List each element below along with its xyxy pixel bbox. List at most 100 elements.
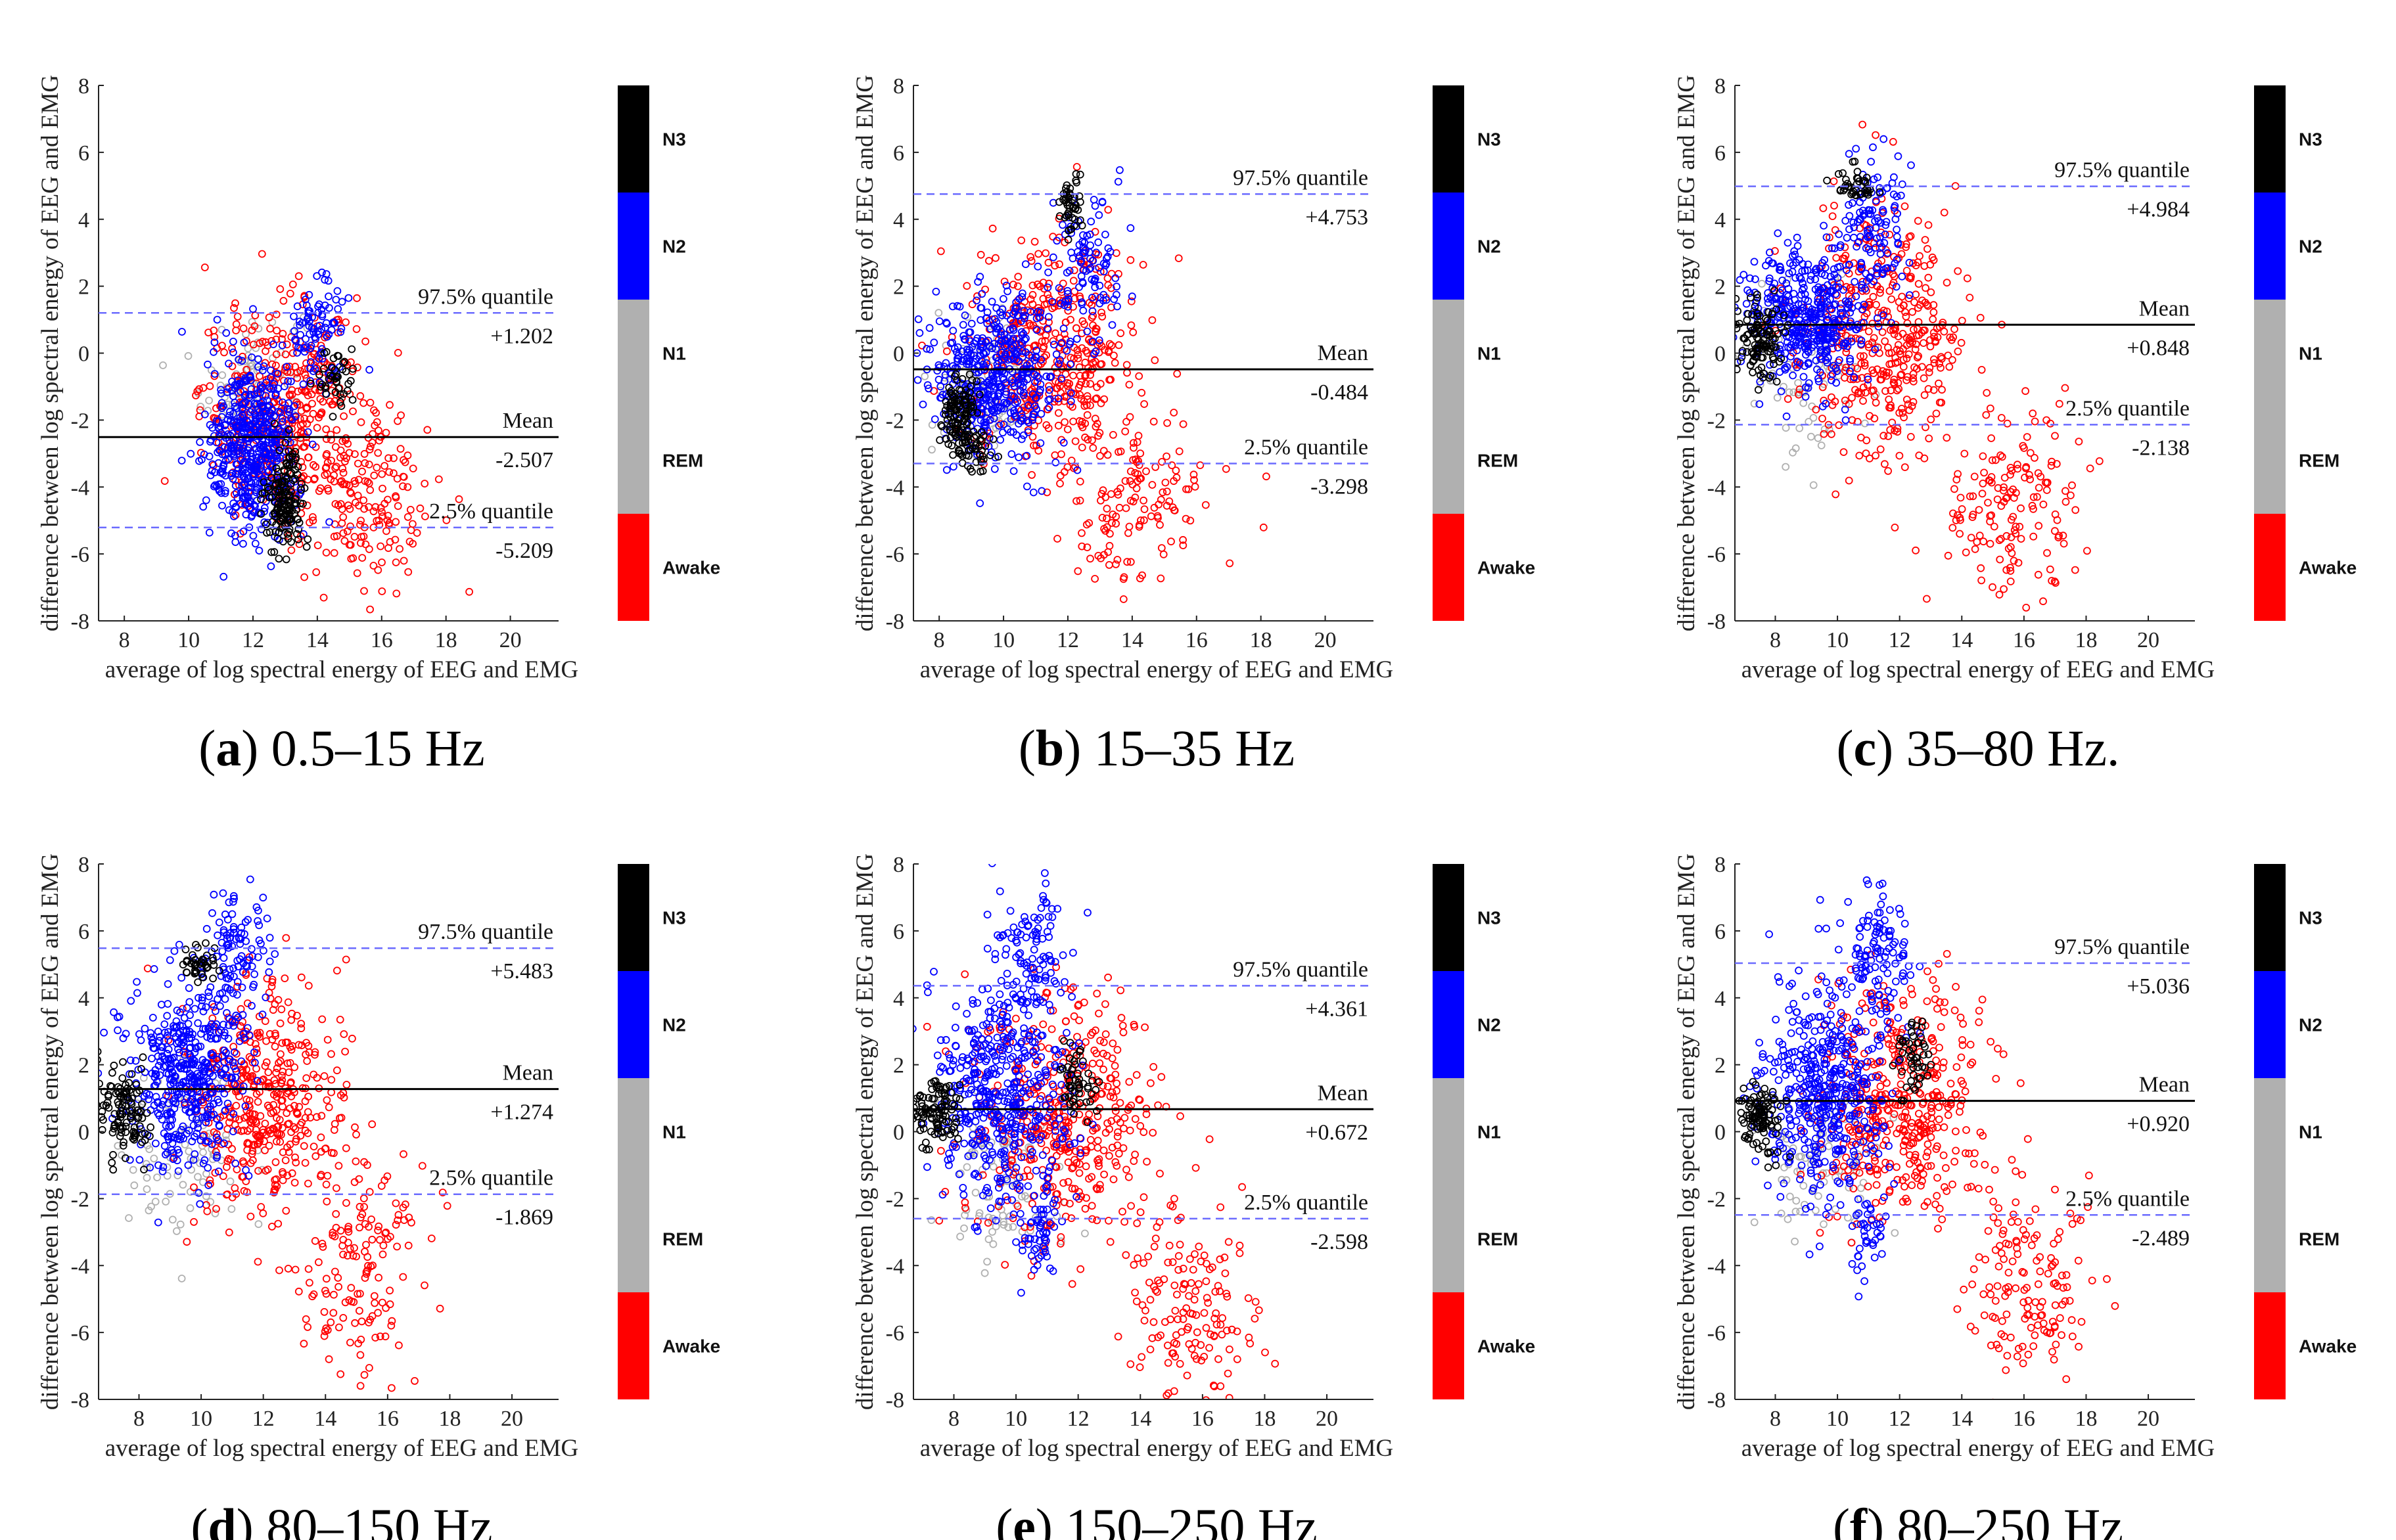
data-point-awake [375, 1273, 382, 1282]
data-point-n2 [1003, 311, 1011, 320]
data-point-awake [1879, 371, 1888, 379]
data-point-awake [371, 503, 380, 511]
data-point-awake [1925, 368, 1933, 376]
data-point-n1 [269, 354, 277, 362]
data-point-n2 [946, 339, 955, 348]
data-point-awake [292, 1158, 300, 1167]
data-point-awake [1092, 325, 1100, 332]
data-point-awake [193, 387, 202, 396]
data-point-n3 [1839, 169, 1847, 177]
data-point-awake [1174, 254, 1183, 263]
data-point-awake [1924, 221, 1933, 229]
data-point-awake [288, 349, 297, 357]
data-point-n2 [1801, 362, 1809, 370]
data-point-awake [310, 1143, 318, 1150]
data-point-n2 [177, 328, 186, 336]
data-point-n2 [1833, 263, 1842, 271]
data-point-awake [1905, 233, 1914, 241]
data-point-n2 [995, 390, 1003, 398]
data-point-awake [1078, 423, 1087, 432]
data-point-awake [273, 1064, 281, 1072]
data-point-awake [275, 397, 283, 405]
data-point-awake [397, 411, 405, 419]
data-point-awake [336, 1114, 344, 1122]
data-point-awake [210, 327, 218, 334]
data-point-n1 [1780, 382, 1787, 391]
data-point-awake [2048, 577, 2056, 585]
data-point-awake [365, 445, 374, 454]
data-point-awake [1978, 489, 1987, 498]
data-point-awake [336, 1227, 345, 1235]
x-tick-label: 18 [2075, 628, 2097, 652]
data-point-awake [1179, 535, 1187, 544]
data-point-n2 [1018, 340, 1026, 348]
data-point-awake [1989, 583, 1996, 591]
data-point-awake [233, 372, 242, 380]
data-point-n2 [285, 408, 293, 416]
data-point-awake [1014, 282, 1022, 290]
data-point-awake [292, 443, 300, 452]
data-point-n2 [1894, 240, 1902, 248]
data-point-awake [339, 513, 348, 521]
data-point-awake [1818, 415, 1826, 422]
reference-line-label: Mean [2139, 296, 2190, 321]
data-point-n3 [1746, 361, 1755, 369]
data-point-n3 [275, 555, 283, 563]
data-point-awake [210, 461, 218, 470]
data-point-awake [281, 974, 289, 982]
data-point-awake [1986, 539, 1994, 548]
data-point-awake [368, 1312, 377, 1321]
data-point-n2 [1075, 283, 1083, 292]
data-point-awake [341, 1047, 349, 1056]
data-point-awake [304, 1129, 312, 1137]
data-point-awake [1795, 390, 1803, 399]
data-point-awake [1084, 395, 1092, 403]
data-point-awake [288, 386, 296, 394]
data-point-n3 [286, 491, 294, 499]
data-point-awake [190, 1218, 198, 1226]
data-point-awake [1911, 346, 1920, 353]
data-point-awake [273, 1114, 281, 1122]
data-point-awake [315, 487, 323, 495]
data-point-n2 [970, 358, 979, 367]
data-point-n2 [984, 390, 992, 398]
data-point-awake [259, 1128, 267, 1137]
data-point-awake [1986, 517, 1994, 526]
data-point-n1 [163, 1171, 172, 1180]
data-point-n2 [1024, 428, 1032, 436]
reference-line-value: +4.984 [2127, 198, 2190, 222]
data-point-awake [2086, 464, 2094, 472]
data-point-awake [1105, 376, 1113, 384]
caption-paren-open: ( [1019, 719, 1036, 777]
caption-paren-open: ( [1836, 719, 1853, 777]
reference-line-value: -0.484 [1310, 380, 1368, 405]
data-point-awake [1885, 396, 1893, 403]
data-point-awake [1884, 313, 1893, 321]
data-point-awake [373, 418, 381, 426]
reference-line-label: Mean [503, 409, 553, 433]
data-point-n2 [228, 449, 237, 457]
data-point-awake [333, 1066, 341, 1075]
data-point-awake [294, 1041, 303, 1049]
data-point-awake [1049, 337, 1057, 345]
data-point-awake [310, 1290, 318, 1298]
data-point-n2 [935, 317, 944, 325]
data-point-awake [267, 982, 276, 991]
data-point-awake [338, 480, 347, 489]
data-point-n2 [988, 298, 996, 306]
data-point-n1 [130, 1181, 139, 1190]
reference-line-label: 2.5% quantile [2065, 396, 2190, 420]
data-point-awake [404, 1241, 413, 1250]
scatter-points [913, 163, 1270, 603]
data-point-awake [1043, 405, 1051, 413]
data-point-awake [455, 495, 463, 503]
data-point-n2 [990, 392, 999, 401]
data-point-n2 [1017, 317, 1025, 326]
data-point-n2 [982, 359, 991, 367]
data-point-n2 [217, 390, 225, 397]
data-point-n2 [1034, 262, 1042, 271]
x-axis-label: average of log spectral energy of EEG an… [1741, 656, 2215, 683]
data-point-awake [2059, 532, 2067, 540]
